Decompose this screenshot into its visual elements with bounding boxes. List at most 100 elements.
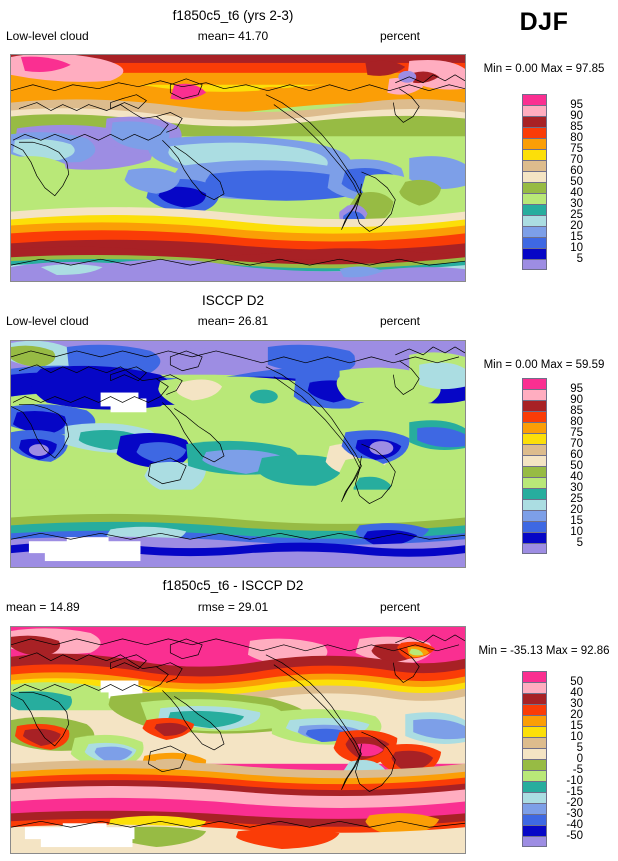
colorbar-difference: 50 40 30 20 15 10 5 0 -5 -10 -15 -20 -30 -40 -50 bbox=[522, 671, 583, 847]
colorbar-model-tick-label: 50 bbox=[570, 176, 583, 188]
colorbar-difference-swatch: 40 bbox=[522, 682, 583, 699]
colorbar-obs-tick-label: 15 bbox=[570, 515, 583, 527]
panel-obs-variable: Low-level cloud bbox=[6, 314, 89, 328]
colorbar-difference-swatch: -5 bbox=[522, 759, 583, 776]
colorbar-difference-tick-label: 20 bbox=[570, 709, 583, 721]
colorbar-difference-swatch: 30 bbox=[522, 693, 583, 710]
colorbar-obs-swatch: 10 bbox=[522, 521, 583, 538]
colorbar-difference-tick-label: 50 bbox=[570, 676, 583, 688]
colorbar-obs-swatch: 20 bbox=[522, 499, 583, 516]
colorbar-obs: 95 90 85 80 75 70 60 50 40 30 25 20 15 10 5 bbox=[522, 378, 583, 554]
season-label: DJF bbox=[519, 8, 569, 36]
colorbar-difference-swatch: 50 bbox=[522, 671, 583, 688]
colorbar-obs-swatch: 25 bbox=[522, 488, 583, 505]
colorbar-model-tick-label: 80 bbox=[570, 132, 583, 144]
colorbar-obs-swatch: 90 bbox=[522, 389, 583, 406]
colorbar-difference-tick-label: -30 bbox=[566, 808, 583, 820]
map-difference[interactable] bbox=[10, 626, 466, 854]
colorbar-obs-tick-label: 70 bbox=[570, 438, 583, 450]
colorbar-obs-tick-label: 60 bbox=[570, 449, 583, 461]
panel-model-variable: Low-level cloud bbox=[6, 29, 89, 43]
colorbar-difference-tick-label: 30 bbox=[570, 698, 583, 710]
panel-model-minmax: Min = 0.00 Max = 97.85 bbox=[483, 63, 605, 75]
colorbar-model-swatch: 40 bbox=[522, 182, 583, 199]
colorbar-difference-swatch: -40 bbox=[522, 814, 583, 831]
colorbar-model-swatch: 25 bbox=[522, 204, 583, 221]
colorbar-model-tick-label: 25 bbox=[570, 209, 583, 221]
colorbar-difference-tick-label: -40 bbox=[566, 819, 583, 831]
colorbar-difference-swatch bbox=[522, 836, 547, 847]
colorbar-model-swatch: 60 bbox=[522, 160, 583, 177]
colorbar-obs-swatch: 50 bbox=[522, 455, 583, 472]
panel-obs-minmax: Min = 0.00 Max = 59.59 bbox=[483, 359, 605, 371]
colorbar-obs-tick-label: 80 bbox=[570, 416, 583, 428]
colorbar-difference-swatch: -50 bbox=[522, 825, 583, 842]
colorbar-obs-tick-label: 40 bbox=[570, 471, 583, 483]
colorbar-difference-tick-label: -10 bbox=[566, 775, 583, 787]
colorbar-obs-swatch: 15 bbox=[522, 510, 583, 527]
colorbar-difference-tick-label: 0 bbox=[576, 753, 583, 765]
colorbar-model-swatch: 90 bbox=[522, 105, 583, 122]
colorbar-difference-tick-label: -20 bbox=[566, 797, 583, 809]
colorbar-difference-tick-label: 5 bbox=[576, 742, 583, 754]
panel-difference-mean: mean = 14.89 bbox=[6, 600, 80, 614]
panel-obs-units: percent bbox=[379, 314, 421, 328]
colorbar-obs-tick-label: 85 bbox=[570, 405, 583, 417]
colorbar-model-swatch bbox=[522, 259, 547, 270]
colorbar-model-tick-label: 5 bbox=[576, 253, 583, 265]
colorbar-obs-swatch bbox=[522, 543, 547, 554]
colorbar-model-swatch: 30 bbox=[522, 193, 583, 210]
map-model[interactable] bbox=[10, 54, 466, 282]
panel-difference-minmax: Min = -35.13 Max = 92.86 bbox=[478, 645, 610, 657]
colorbar-obs-tick-label: 10 bbox=[570, 526, 583, 538]
colorbar-obs-tick-label: 95 bbox=[570, 383, 583, 395]
colorbar-obs-tick-label: 50 bbox=[570, 460, 583, 472]
colorbar-obs-swatch: 60 bbox=[522, 444, 583, 461]
colorbar-difference-swatch: 15 bbox=[522, 715, 583, 732]
colorbar-difference-tick-label: -5 bbox=[572, 764, 583, 776]
colorbar-difference-tick-label: -50 bbox=[566, 830, 583, 842]
colorbar-model-swatch: 95 bbox=[522, 94, 583, 111]
colorbar-model-tick-label: 95 bbox=[570, 99, 583, 111]
colorbar-obs-tick-label: 25 bbox=[570, 493, 583, 505]
colorbar-model-tick-label: 75 bbox=[570, 143, 583, 155]
panel-model-units: percent bbox=[379, 29, 421, 43]
colorbar-obs-swatch: 80 bbox=[522, 411, 583, 428]
colorbar-difference-swatch: 10 bbox=[522, 726, 583, 743]
colorbar-obs-swatch: 95 bbox=[522, 378, 583, 395]
colorbar-model-swatch: 85 bbox=[522, 116, 583, 133]
colorbar-model-tick-label: 70 bbox=[570, 154, 583, 166]
colorbar-model-swatch: 5 bbox=[522, 248, 583, 265]
panel-model-title: f1850c5_t6 (yrs 2-3) bbox=[172, 8, 294, 23]
colorbar-model-tick-label: 85 bbox=[570, 121, 583, 133]
colorbar-model-tick-label: 60 bbox=[570, 165, 583, 177]
map-obs[interactable] bbox=[10, 340, 466, 568]
colorbar-model-tick-label: 90 bbox=[570, 110, 583, 122]
colorbar-obs-swatch: 70 bbox=[522, 433, 583, 450]
panel-difference-units: percent bbox=[379, 600, 421, 614]
colorbar-model: 95 90 85 80 75 70 60 50 40 30 25 20 15 10 5 bbox=[522, 94, 583, 270]
colorbar-model-swatch: 75 bbox=[522, 138, 583, 155]
colorbar-model-swatch: 15 bbox=[522, 226, 583, 243]
colorbar-obs-swatch: 75 bbox=[522, 422, 583, 439]
colorbar-model-tick-label: 30 bbox=[570, 198, 583, 210]
colorbar-difference-swatch: 5 bbox=[522, 737, 583, 754]
colorbar-model-swatch: 10 bbox=[522, 237, 583, 254]
colorbar-model-tick-label: 15 bbox=[570, 231, 583, 243]
colorbar-difference-tick-label: 40 bbox=[570, 687, 583, 699]
colorbar-difference-swatch: -15 bbox=[522, 781, 583, 798]
colorbar-difference-swatch: -20 bbox=[522, 792, 583, 809]
colorbar-difference-swatch: -10 bbox=[522, 770, 583, 787]
colorbar-obs-swatch: 85 bbox=[522, 400, 583, 417]
colorbar-obs-tick-label: 75 bbox=[570, 427, 583, 439]
panel-difference-rmse: rmse = 29.01 bbox=[197, 600, 269, 614]
colorbar-difference-swatch: 0 bbox=[522, 748, 583, 765]
colorbar-obs-tick-label: 90 bbox=[570, 394, 583, 406]
colorbar-difference-swatch: -30 bbox=[522, 803, 583, 820]
colorbar-model-swatch: 20 bbox=[522, 215, 583, 232]
colorbar-obs-swatch: 30 bbox=[522, 477, 583, 494]
colorbar-model-swatch: 50 bbox=[522, 171, 583, 188]
colorbar-difference-tick-label: -15 bbox=[566, 786, 583, 798]
colorbar-difference-swatch: 20 bbox=[522, 704, 583, 721]
colorbar-model-tick-label: 40 bbox=[570, 187, 583, 199]
